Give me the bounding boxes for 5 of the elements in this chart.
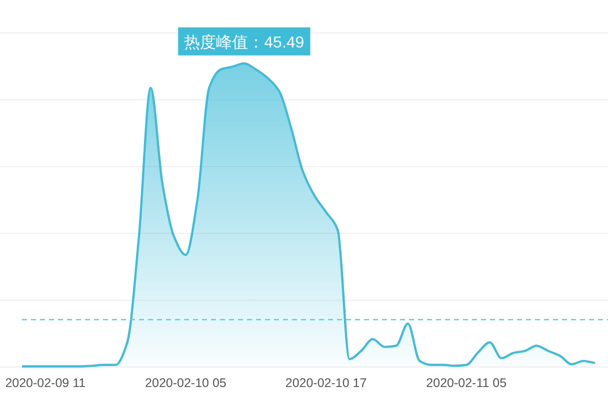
x-tick-label: 2020-02-11 05 [426,376,507,390]
x-tick-label: 2020-02-09 11 [5,376,86,390]
x-tick-label: 2020-02-10 17 [285,376,367,390]
x-tick-label: 2020-02-10 05 [145,376,226,390]
text: 热度峰值：45.49 [184,33,304,52]
